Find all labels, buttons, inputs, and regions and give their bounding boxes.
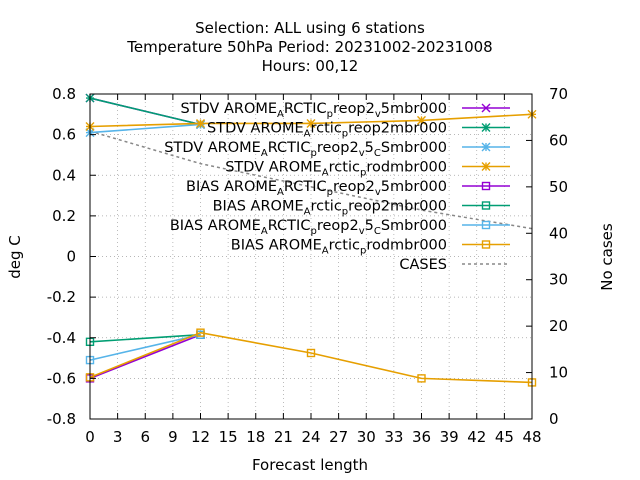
y2-tick-label: 20 [549, 317, 568, 335]
data-point [417, 115, 426, 125]
x-tick-label: 6 [140, 428, 150, 446]
x-tick-label: 3 [113, 428, 123, 446]
y-tick-label: -0.4 [47, 329, 76, 347]
legend-marker [481, 181, 491, 191]
legend-label: BIAS AROMEArcticpreop2mbr000 [213, 199, 447, 218]
series-9 [89, 130, 533, 230]
legend-label: STDV AROMEArcticpreop2mbr000 [207, 121, 447, 140]
legend-item: STDV AROMEARCTICpreop2v5mbr000 [180, 101, 510, 120]
y2-tick-label: 60 [549, 131, 568, 149]
legend-marker [481, 201, 491, 210]
legend-label: BIAS AROMEARCTICpreop2v5mbr000 [186, 179, 447, 198]
data-point [306, 348, 316, 358]
legend-marker [481, 220, 491, 230]
chart-title: Selection: ALL using 6 stationsTemperatu… [126, 19, 492, 75]
y-tick-label: 0.2 [52, 207, 76, 225]
y2-tick-label: 70 [549, 85, 568, 103]
x-tick-label: 36 [412, 428, 431, 446]
legend-item: STDV AROMEArcticpreop2mbr000 [207, 121, 510, 140]
x-tick-label: 12 [191, 428, 210, 446]
x-tick-label: 27 [329, 428, 348, 446]
y2-tick-label: 0 [549, 410, 559, 428]
legend-item: STDV AROMEARCTICpreop2v5CSmbr000 [164, 140, 510, 159]
legend-label: STDV AROMEARCTICpreop2v5CSmbr000 [164, 140, 447, 159]
x-tick-label: 39 [440, 428, 459, 446]
y-tick-label: 0.6 [52, 126, 76, 144]
x-axis-label: Forecast length [252, 456, 368, 474]
x-tick-label: 33 [384, 428, 403, 446]
legend-label: BIAS AROMEARCTICpreop2v5CSmbr000 [170, 218, 447, 237]
legend-item: BIAS AROMEArcticprodmbr000 [231, 238, 510, 257]
legend-item: STDV AROMEArcticprodmbr000 [225, 160, 510, 179]
legend-label: STDV AROMEARCTICpreop2v5mbr000 [180, 101, 447, 120]
x-tick-label: 30 [357, 428, 376, 446]
y2-tick-label: 30 [549, 271, 568, 289]
y-tick-label: 0.8 [52, 85, 76, 103]
y2-tick-label: 10 [549, 364, 568, 382]
series-line [89, 333, 201, 380]
data-point [306, 118, 316, 128]
series-line [89, 333, 201, 343]
legend-item: CASES [399, 257, 510, 273]
data-point [196, 328, 205, 337]
x-tick-label: 42 [467, 428, 486, 446]
series-8 [85, 328, 537, 387]
data-point [196, 118, 205, 128]
series-line [89, 333, 201, 361]
series-line [89, 331, 533, 384]
x-tick-label: 45 [495, 428, 514, 446]
x-tick-label: 15 [219, 428, 238, 446]
legend-marker [481, 240, 491, 249]
y2-tick-label: 50 [549, 178, 568, 196]
legend-label: BIAS AROMEArcticprodmbr000 [231, 238, 447, 257]
x-tick-label: 48 [522, 428, 541, 446]
cases-layer [89, 130, 533, 230]
legend-item: BIAS AROMEARCTICpreop2v5CSmbr000 [170, 218, 510, 237]
x-tick-label: 21 [274, 428, 293, 446]
title-line-1: Selection: ALL using 6 stations [195, 19, 425, 37]
y2-tick-label: 40 [549, 224, 568, 242]
legend-marker [481, 162, 491, 171]
legend-marker [481, 103, 491, 113]
y-tick-label: -0.6 [47, 369, 76, 387]
legend-label: STDV AROMEArcticprodmbr000 [225, 160, 447, 179]
legend-item: BIAS AROMEARCTICpreop2v5mbr000 [186, 179, 510, 198]
legend-label: CASES [399, 257, 447, 273]
grid [90, 94, 532, 419]
series-line [89, 130, 533, 230]
data-point [417, 374, 426, 383]
legend-marker [481, 123, 491, 132]
y-tick-label: -0.2 [47, 288, 76, 306]
y2-axis-label: No cases [598, 223, 616, 291]
legend-marker [481, 142, 491, 152]
axes: 0 3 6 9 12 15 18 21 24 27 30 33 36 39 42 45 48-0.8-0.6-0… [47, 85, 568, 446]
y-axis-label: deg C [6, 235, 24, 279]
x-tick-label: 9 [168, 428, 178, 446]
series-line [89, 123, 201, 134]
x-tick-label: 18 [246, 428, 265, 446]
y-tick-label: -0.8 [47, 410, 76, 428]
series-line [89, 97, 201, 126]
y-tick-label: 0.4 [52, 166, 76, 184]
legend-item: BIAS AROMEArcticpreop2mbr000 [213, 199, 510, 218]
title-line-2: Temperature 50hPa Period: 20231002-20231… [126, 38, 492, 56]
y-tick-label: 0 [66, 248, 76, 266]
x-tick-label: 0 [85, 428, 95, 446]
x-tick-label: 24 [301, 428, 320, 446]
title-line-3: Hours: 00,12 [262, 57, 359, 75]
